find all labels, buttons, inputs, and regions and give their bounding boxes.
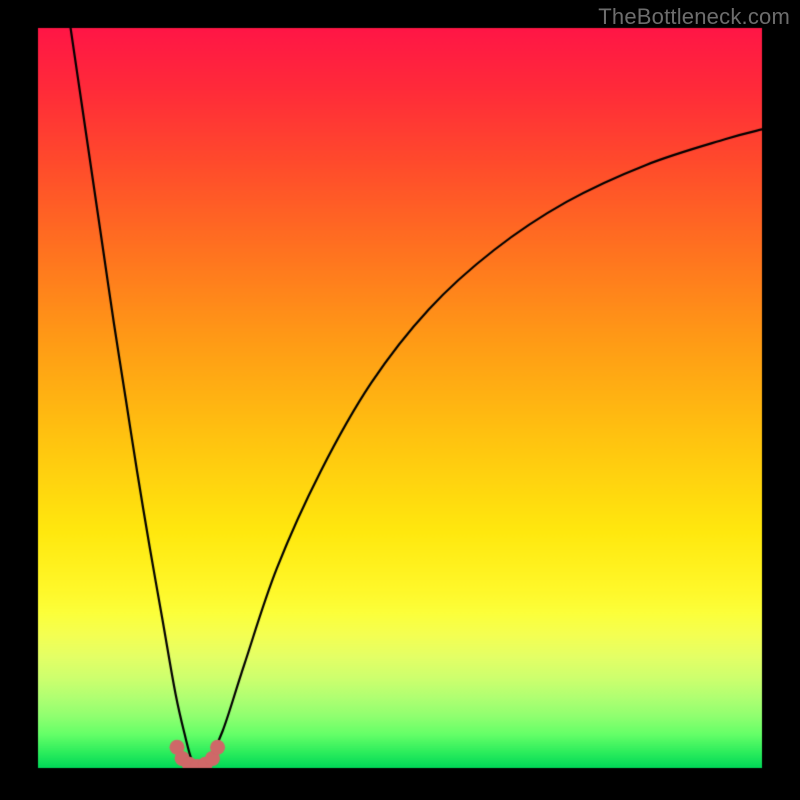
watermark-text: TheBottleneck.com	[598, 4, 790, 30]
chart-container: TheBottleneck.com	[0, 0, 800, 800]
bottleneck-curve-canvas	[0, 0, 800, 800]
